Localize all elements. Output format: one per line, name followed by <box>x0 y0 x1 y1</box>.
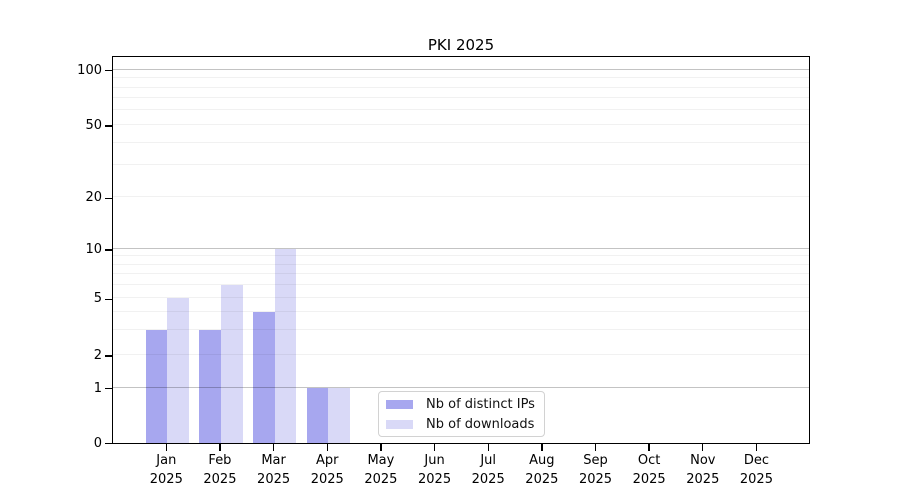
gridline-minor-60 <box>113 109 809 111</box>
x-tick-mark-aug <box>541 443 543 451</box>
bar-distinct-ips-mar <box>252 312 275 443</box>
x-tick-label-sep: Sep 2025 <box>578 452 613 487</box>
x-tick-mark-dec <box>755 443 758 451</box>
x-tick-label-mar: Mar 2025 <box>257 452 291 487</box>
y-tick-mark-0 <box>105 442 112 445</box>
chart-title: PKI 2025 <box>427 36 495 54</box>
y-tick-mark-5 <box>105 298 112 300</box>
y-tick-mark-10 <box>105 249 112 251</box>
y-tick-mark-100 <box>105 69 112 72</box>
x-tick-label-jul: Jul 2025 <box>471 452 505 487</box>
gridline-minor-9 <box>113 255 809 257</box>
gridline-major-10 <box>113 247 809 249</box>
x-tick-label-jan: Jan 2025 <box>149 452 183 487</box>
bar-distinct-ips-feb <box>199 329 221 443</box>
legend-swatch-distinct-ips <box>386 399 413 409</box>
gridline-major-1 <box>113 386 809 388</box>
x-tick-mark-jan <box>165 443 167 451</box>
x-tick-mark-jun <box>433 443 436 451</box>
gridline-minor-7 <box>113 273 809 275</box>
y-tick-mark-2 <box>105 355 112 357</box>
gridline-major-100 <box>113 68 809 70</box>
x-tick-label-apr: Apr 2025 <box>310 452 344 487</box>
gridline-minor-50 <box>113 123 809 125</box>
legend-item-distinct-ips: Nb of distinct IPs <box>386 397 544 412</box>
bar-distinct-ips-apr <box>306 387 329 443</box>
y-tick-label-2: 2 <box>93 348 102 363</box>
x-tick-label-feb: Feb 2025 <box>203 452 237 487</box>
y-tick-label-100: 100 <box>77 62 102 78</box>
gridline-minor-4 <box>113 311 809 313</box>
y-tick-mark-1 <box>105 388 112 390</box>
x-tick-label-dec: Dec 2025 <box>739 452 773 487</box>
bar-distinct-ips-jan <box>145 329 168 443</box>
gridline-minor-2 <box>113 354 809 356</box>
x-tick-label-nov: Nov 2025 <box>686 452 720 487</box>
x-tick-label-may: May 2025 <box>364 452 398 487</box>
y-tick-mark-50 <box>105 125 112 127</box>
x-tick-mark-nov <box>702 443 704 451</box>
bar-downloads-mar <box>274 248 297 443</box>
legend-item-downloads: Nb of downloads <box>386 417 544 432</box>
bar-downloads-apr <box>328 387 350 443</box>
x-tick-label-jun: Jun 2025 <box>418 452 452 487</box>
x-tick-mark-sep <box>594 443 597 451</box>
y-tick-label-20: 20 <box>85 190 102 206</box>
y-tick-label-10: 10 <box>85 241 102 257</box>
gridline-minor-20 <box>113 196 809 198</box>
legend-label-distinct-ips: Nb of distinct IPs <box>426 396 535 412</box>
x-tick-label-aug: Aug 2025 <box>525 452 559 487</box>
y-tick-label-50: 50 <box>85 117 102 133</box>
bar-downloads-feb <box>220 285 243 443</box>
plot-area <box>112 56 810 444</box>
gridline-minor-8 <box>113 263 809 265</box>
legend: Nb of distinct IPs Nb of downloads <box>378 391 545 437</box>
gridline-minor-3 <box>113 328 809 330</box>
gridline-minor-6 <box>113 284 809 286</box>
x-tick-mark-jul <box>487 443 489 451</box>
x-tick-mark-apr <box>326 443 328 451</box>
bar-downloads-jan <box>167 298 189 443</box>
gridline-minor-5 <box>113 297 809 299</box>
gridline-minor-30 <box>113 164 809 166</box>
plot-inner <box>113 57 809 443</box>
gridline-minor-90 <box>113 77 809 79</box>
x-tick-mark-mar <box>272 443 275 451</box>
legend-swatch-downloads <box>386 419 413 429</box>
gridline-minor-80 <box>113 86 809 88</box>
x-tick-mark-oct <box>648 443 650 451</box>
y-tick-mark-20 <box>105 197 112 199</box>
legend-label-downloads: Nb of downloads <box>426 416 535 432</box>
y-tick-label-0: 0 <box>93 435 102 451</box>
x-tick-mark-feb <box>219 443 221 451</box>
gridline-minor-70 <box>113 97 809 99</box>
gridline-minor-40 <box>113 141 809 143</box>
y-tick-label-1: 1 <box>93 380 102 396</box>
x-tick-mark-may <box>380 443 382 451</box>
y-tick-label-5: 5 <box>93 291 102 307</box>
x-tick-label-oct: Oct 2025 <box>632 452 666 487</box>
